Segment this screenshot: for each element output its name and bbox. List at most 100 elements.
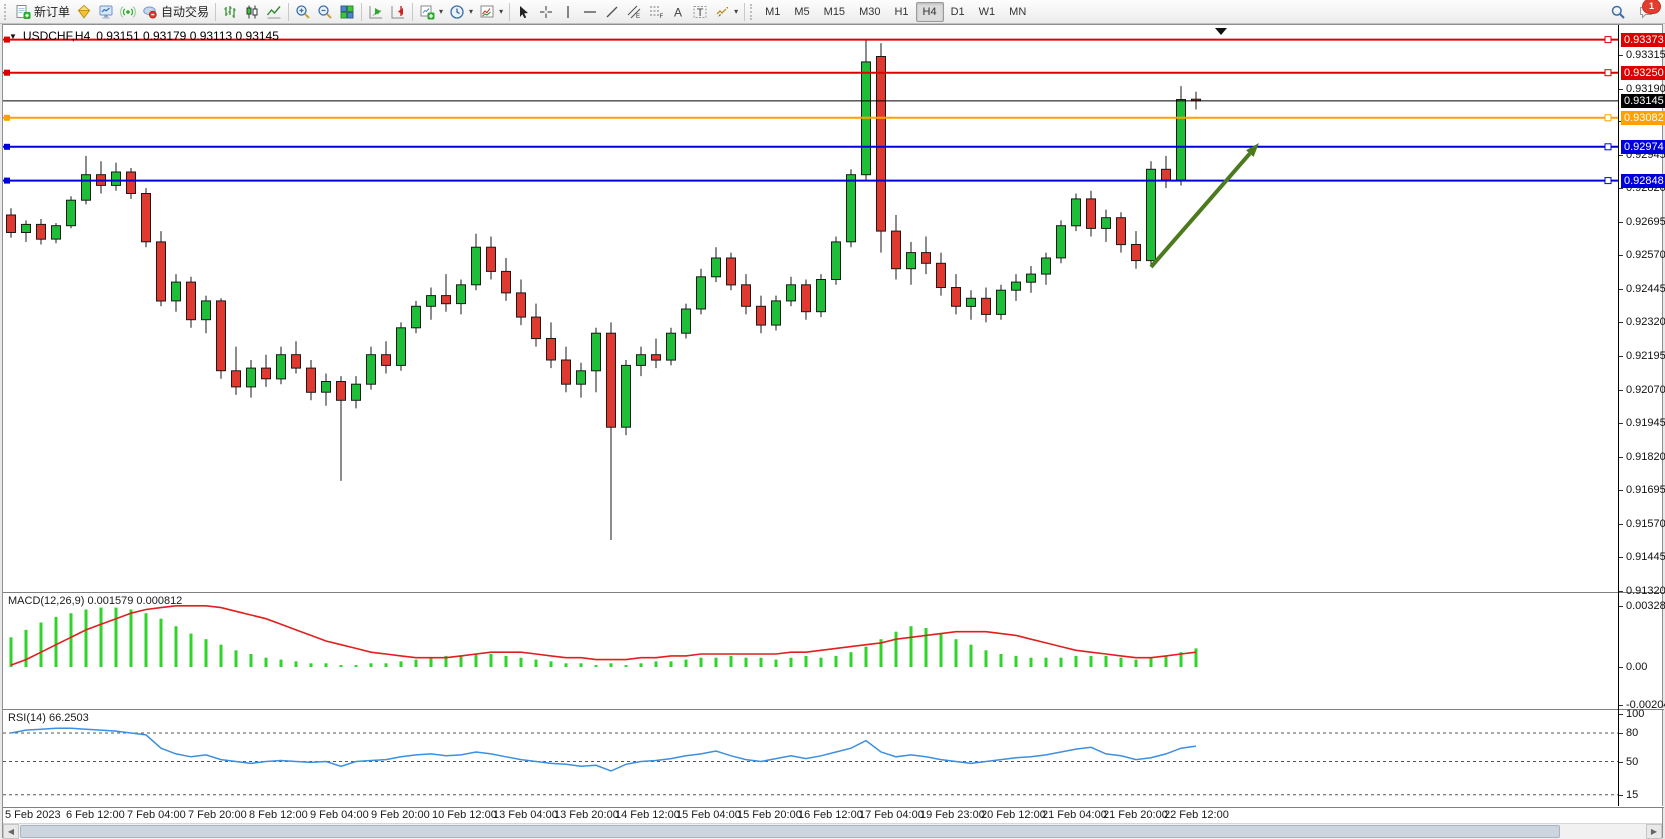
bar-chart-button[interactable]	[219, 1, 241, 23]
signals-icon	[120, 4, 136, 20]
symbol-marker-icon: ▼	[9, 31, 17, 41]
market-icon	[98, 4, 114, 20]
scrollbar-thumb[interactable]	[20, 825, 1560, 838]
line-handle[interactable]	[4, 36, 10, 43]
price-tick-label: 0.93315	[1626, 49, 1665, 61]
horizontal-lines[interactable]	[3, 36, 1618, 185]
price-tick-label: 0.92695	[1626, 216, 1665, 228]
fibonacci-button[interactable]: F	[645, 1, 667, 23]
autotrading-button[interactable]: 自动交易	[139, 1, 212, 23]
price-badge-support-line: 0.92848	[1621, 174, 1665, 188]
date-label: 7 Feb 20:00	[188, 809, 247, 821]
panel-separator[interactable]	[3, 708, 1664, 710]
vertical-line-button[interactable]	[557, 1, 579, 23]
line-handle[interactable]	[4, 69, 10, 76]
line-handle[interactable]	[4, 143, 10, 150]
autotrading-icon	[142, 4, 158, 20]
time-marker-icon[interactable]	[1215, 28, 1227, 35]
line-handle[interactable]	[1604, 114, 1612, 122]
candles-icon	[244, 4, 260, 20]
auto-scroll-button[interactable]	[365, 1, 387, 23]
metaeditor-button[interactable]	[73, 1, 95, 23]
price-badge-support-line: 0.92974	[1621, 140, 1665, 154]
macd-signal-line	[10, 605, 1197, 666]
timeframe-toolbar: M1 M5 M15 M30 H1 H4 D1 W1 MN	[758, 1, 1033, 22]
line-chart-button[interactable]	[263, 1, 285, 23]
ohlc-values: 0.93151 0.93179 0.93113 0.93145	[96, 29, 279, 43]
trendline-button[interactable]	[601, 1, 623, 23]
timeframe-button-h1[interactable]: H1	[887, 2, 915, 22]
scroll-right-button[interactable]: ▶	[1646, 824, 1662, 839]
price-tick-label: 0.91695	[1626, 484, 1665, 496]
zoom-out-button[interactable]	[314, 1, 336, 23]
scroll-left-button[interactable]: ◀	[3, 824, 19, 839]
price-badge-level-line: 0.93082	[1621, 111, 1665, 125]
text-a-icon: A	[670, 4, 686, 20]
price-axis[interactable]: 0.933150.931900.930700.929450.928200.926…	[1619, 25, 1665, 806]
templates-button[interactable]: ▾	[476, 1, 506, 23]
date-label: 21 Feb 04:00	[1042, 809, 1107, 821]
periods-button[interactable]: ▾	[446, 1, 476, 23]
line-handle[interactable]	[1604, 36, 1612, 44]
price-tick-label: 0.92445	[1626, 283, 1665, 295]
timeframe-button-w1[interactable]: W1	[972, 2, 1003, 22]
search-button[interactable]	[1607, 1, 1629, 23]
price-badge-resistance-line: 0.93250	[1621, 66, 1665, 80]
signals-button[interactable]	[117, 1, 139, 23]
candlestick-chart[interactable]	[3, 25, 1618, 591]
timeframe-button-m1[interactable]: M1	[758, 2, 787, 22]
equidistant-channel-button[interactable]: E	[623, 1, 645, 23]
date-label: 13 Feb 04:00	[493, 809, 558, 821]
line-handle[interactable]	[4, 177, 10, 184]
arrows-button[interactable]: ▾	[711, 1, 741, 23]
timeframe-button-mn[interactable]: MN	[1002, 2, 1033, 22]
axis-tick	[1619, 188, 1623, 189]
vline-icon	[560, 4, 576, 20]
new-order-button[interactable]: 新订单	[12, 1, 73, 23]
price-tick-label: 0.91945	[1626, 417, 1665, 429]
timeframe-button-m5[interactable]: M5	[787, 2, 816, 22]
chart-shift-button[interactable]	[387, 1, 409, 23]
date-label: 8 Feb 12:00	[249, 809, 308, 821]
timeframe-button-m15[interactable]: M15	[817, 2, 852, 22]
axis-tick	[1619, 289, 1623, 290]
rsi-line	[10, 727, 1197, 772]
axis-tick	[1619, 55, 1623, 56]
date-label: 21 Feb 20:00	[1103, 809, 1168, 821]
axis-tick	[1619, 322, 1623, 323]
line-handle[interactable]	[4, 114, 10, 121]
market-button[interactable]	[95, 1, 117, 23]
line-handle[interactable]	[1604, 69, 1612, 77]
svg-text:T: T	[697, 7, 704, 19]
trend-arrow[interactable]	[1149, 143, 1259, 269]
timeframe-button-m30[interactable]: M30	[852, 2, 887, 22]
time-axis[interactable]: 5 Feb 2023 6 Feb 12:00 7 Feb 04:00 7 Feb 20…	[3, 808, 1664, 823]
horizontal-line-button[interactable]	[579, 1, 601, 23]
line-handle[interactable]	[1604, 177, 1612, 185]
macd-indicator-chart[interactable]	[3, 594, 1618, 708]
tiles-icon	[339, 4, 355, 20]
auto-scroll-icon	[368, 4, 384, 20]
zoom-in-button[interactable]	[292, 1, 314, 23]
price-tick-label: 0.00	[1626, 661, 1648, 673]
notifications-button[interactable]: 1	[1635, 0, 1661, 23]
new-chart-button[interactable]: ▾	[416, 1, 446, 23]
candlestick-chart-button[interactable]	[241, 1, 263, 23]
crosshair-button[interactable]	[535, 1, 557, 23]
axis-tick	[1619, 524, 1623, 525]
timeframe-button-d1[interactable]: D1	[944, 2, 972, 22]
line-handle[interactable]	[1604, 143, 1612, 151]
rsi-indicator-chart[interactable]	[3, 711, 1618, 806]
axis-tick	[1619, 255, 1623, 256]
price-tick-label: 0.003289	[1626, 600, 1665, 612]
text-button[interactable]: A	[667, 1, 689, 23]
tile-windows-button[interactable]	[336, 1, 358, 23]
cursor-button[interactable]	[513, 1, 535, 23]
horizontal-scrollbar[interactable]: ◀ ▶	[3, 823, 1662, 839]
notification-badge: 1	[1642, 0, 1661, 14]
axis-tick	[1619, 733, 1623, 734]
text-label-button[interactable]: T	[689, 1, 711, 23]
panel-separator[interactable]	[3, 591, 1664, 593]
timeframe-button-h4[interactable]: H4	[915, 1, 944, 22]
axis-tick	[1619, 222, 1623, 223]
